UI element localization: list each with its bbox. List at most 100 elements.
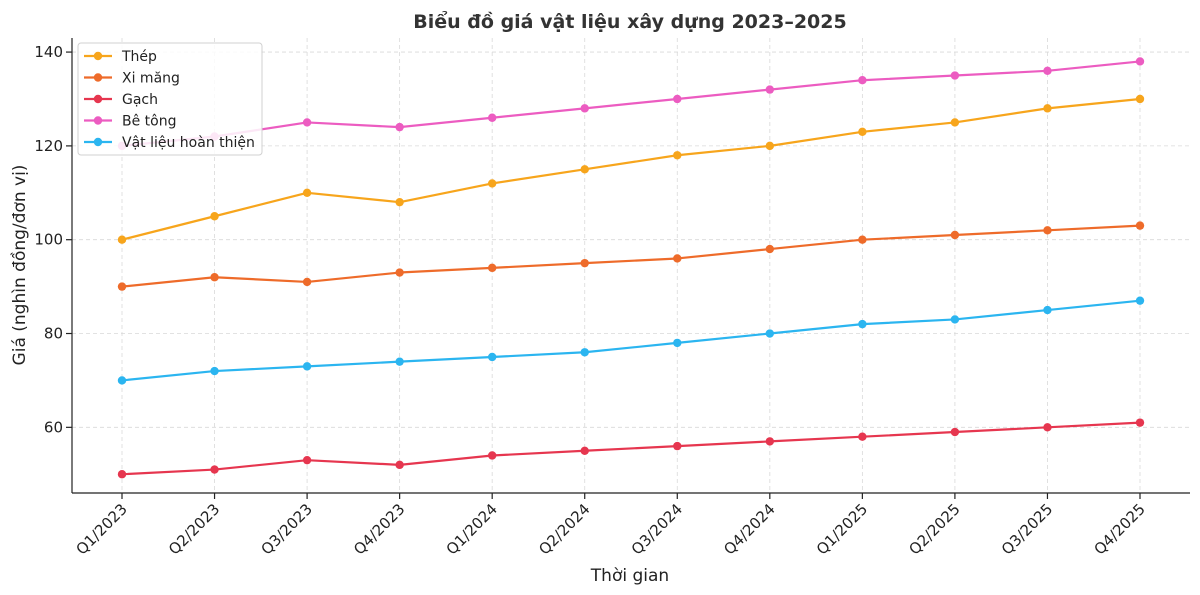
y-tick-label: 120 bbox=[34, 137, 63, 155]
series-layer bbox=[117, 57, 1145, 479]
data-point bbox=[765, 85, 775, 94]
data-point bbox=[302, 118, 312, 127]
legend-label: Xi măng bbox=[122, 71, 180, 87]
x-tick-label: Q2/2024 bbox=[535, 500, 593, 558]
data-point bbox=[302, 362, 312, 371]
data-point bbox=[117, 376, 127, 385]
data-point bbox=[395, 122, 404, 132]
series-line bbox=[121, 97, 1141, 241]
data-point bbox=[858, 319, 867, 329]
data-point bbox=[487, 263, 497, 273]
data-point bbox=[487, 113, 497, 122]
y-tick-label: 140 bbox=[34, 43, 63, 61]
data-point bbox=[1043, 305, 1052, 315]
data-point bbox=[950, 230, 960, 240]
legend-marker bbox=[93, 51, 103, 61]
data-point bbox=[765, 437, 775, 446]
data-point bbox=[210, 366, 219, 376]
x-tick-label: Q2/2025 bbox=[905, 500, 963, 558]
data-point bbox=[395, 460, 404, 470]
data-point bbox=[210, 465, 219, 474]
x-tick-label: Q3/2025 bbox=[998, 500, 1056, 558]
data-point bbox=[580, 348, 589, 357]
series-1 bbox=[117, 221, 1145, 291]
data-point bbox=[487, 451, 497, 460]
y-axis-label: Giá (nghìn đồng/đơn vị) bbox=[9, 165, 30, 366]
data-point bbox=[1043, 104, 1052, 113]
data-point bbox=[1043, 226, 1052, 235]
data-point bbox=[487, 352, 497, 362]
data-point bbox=[580, 104, 589, 113]
x-tick-label: Q4/2024 bbox=[720, 500, 778, 558]
data-point bbox=[302, 188, 312, 197]
data-point bbox=[673, 151, 682, 160]
y-tick-label: 100 bbox=[34, 231, 63, 249]
series-line bbox=[121, 60, 1141, 147]
data-point bbox=[950, 427, 960, 437]
data-point bbox=[1135, 418, 1145, 427]
data-point bbox=[673, 441, 682, 451]
y-tick-label: 60 bbox=[44, 418, 63, 436]
data-point bbox=[395, 197, 404, 207]
data-point bbox=[950, 315, 960, 324]
data-point bbox=[950, 71, 960, 80]
legend-label: Bê tông bbox=[122, 114, 176, 130]
series-3 bbox=[117, 57, 1145, 151]
data-point bbox=[1135, 296, 1145, 305]
data-point bbox=[673, 338, 682, 348]
x-tick-label: Q1/2025 bbox=[813, 500, 871, 558]
legend-frame bbox=[77, 42, 263, 156]
legend-marker bbox=[93, 116, 103, 125]
chart-title: Biểu đồ giá vật liệu xây dựng 2023–2025 bbox=[413, 10, 846, 33]
series-4 bbox=[117, 296, 1145, 385]
y-tick-label: 80 bbox=[44, 325, 63, 343]
legend-label: Thép bbox=[121, 49, 157, 65]
data-point bbox=[673, 94, 682, 104]
series-line bbox=[121, 421, 1141, 476]
x-tick-label: Q4/2023 bbox=[350, 500, 408, 558]
x-tick-label: Q3/2024 bbox=[628, 500, 686, 558]
legend-marker bbox=[93, 94, 103, 104]
data-point bbox=[765, 329, 775, 338]
data-point bbox=[302, 455, 312, 465]
data-point bbox=[765, 141, 775, 151]
data-point bbox=[1043, 66, 1052, 76]
data-point bbox=[580, 165, 589, 174]
legend-label: Gạch bbox=[122, 92, 158, 108]
data-point bbox=[1135, 57, 1145, 66]
data-point bbox=[580, 258, 589, 268]
x-tick-label: Q2/2023 bbox=[165, 500, 223, 558]
x-tick-label: Q1/2024 bbox=[443, 500, 501, 558]
data-point bbox=[580, 446, 589, 455]
data-point bbox=[765, 244, 775, 254]
data-point bbox=[302, 277, 312, 287]
data-point bbox=[858, 235, 867, 244]
x-tick-label: Q4/2025 bbox=[1090, 500, 1148, 558]
data-point bbox=[395, 357, 404, 366]
legend-marker bbox=[93, 137, 103, 147]
axes-layer bbox=[71, 38, 1190, 494]
data-point bbox=[1135, 221, 1145, 230]
data-point bbox=[117, 282, 127, 291]
legend-label: Vật liệu hoàn thiện bbox=[122, 135, 255, 151]
data-point bbox=[950, 118, 960, 127]
data-point bbox=[1135, 94, 1145, 104]
series-2 bbox=[117, 418, 1145, 479]
series-line bbox=[121, 224, 1141, 288]
x-tick-label: Q1/2023 bbox=[72, 500, 130, 558]
data-point bbox=[858, 432, 867, 441]
data-point bbox=[117, 470, 127, 479]
series-line bbox=[121, 299, 1141, 382]
data-point bbox=[487, 179, 497, 188]
data-point bbox=[395, 268, 404, 277]
data-point bbox=[858, 127, 867, 137]
x-axis-label: Thời gian bbox=[590, 566, 669, 586]
legend-marker bbox=[93, 73, 103, 82]
legend: Thép Xi măng Gạch Bê tông Vật liệu hoàn thiệ… bbox=[77, 42, 263, 156]
x-tick-label: Q3/2023 bbox=[258, 500, 316, 558]
data-point bbox=[210, 212, 219, 221]
data-point bbox=[117, 235, 127, 244]
data-point bbox=[858, 76, 867, 85]
data-point bbox=[210, 273, 219, 282]
